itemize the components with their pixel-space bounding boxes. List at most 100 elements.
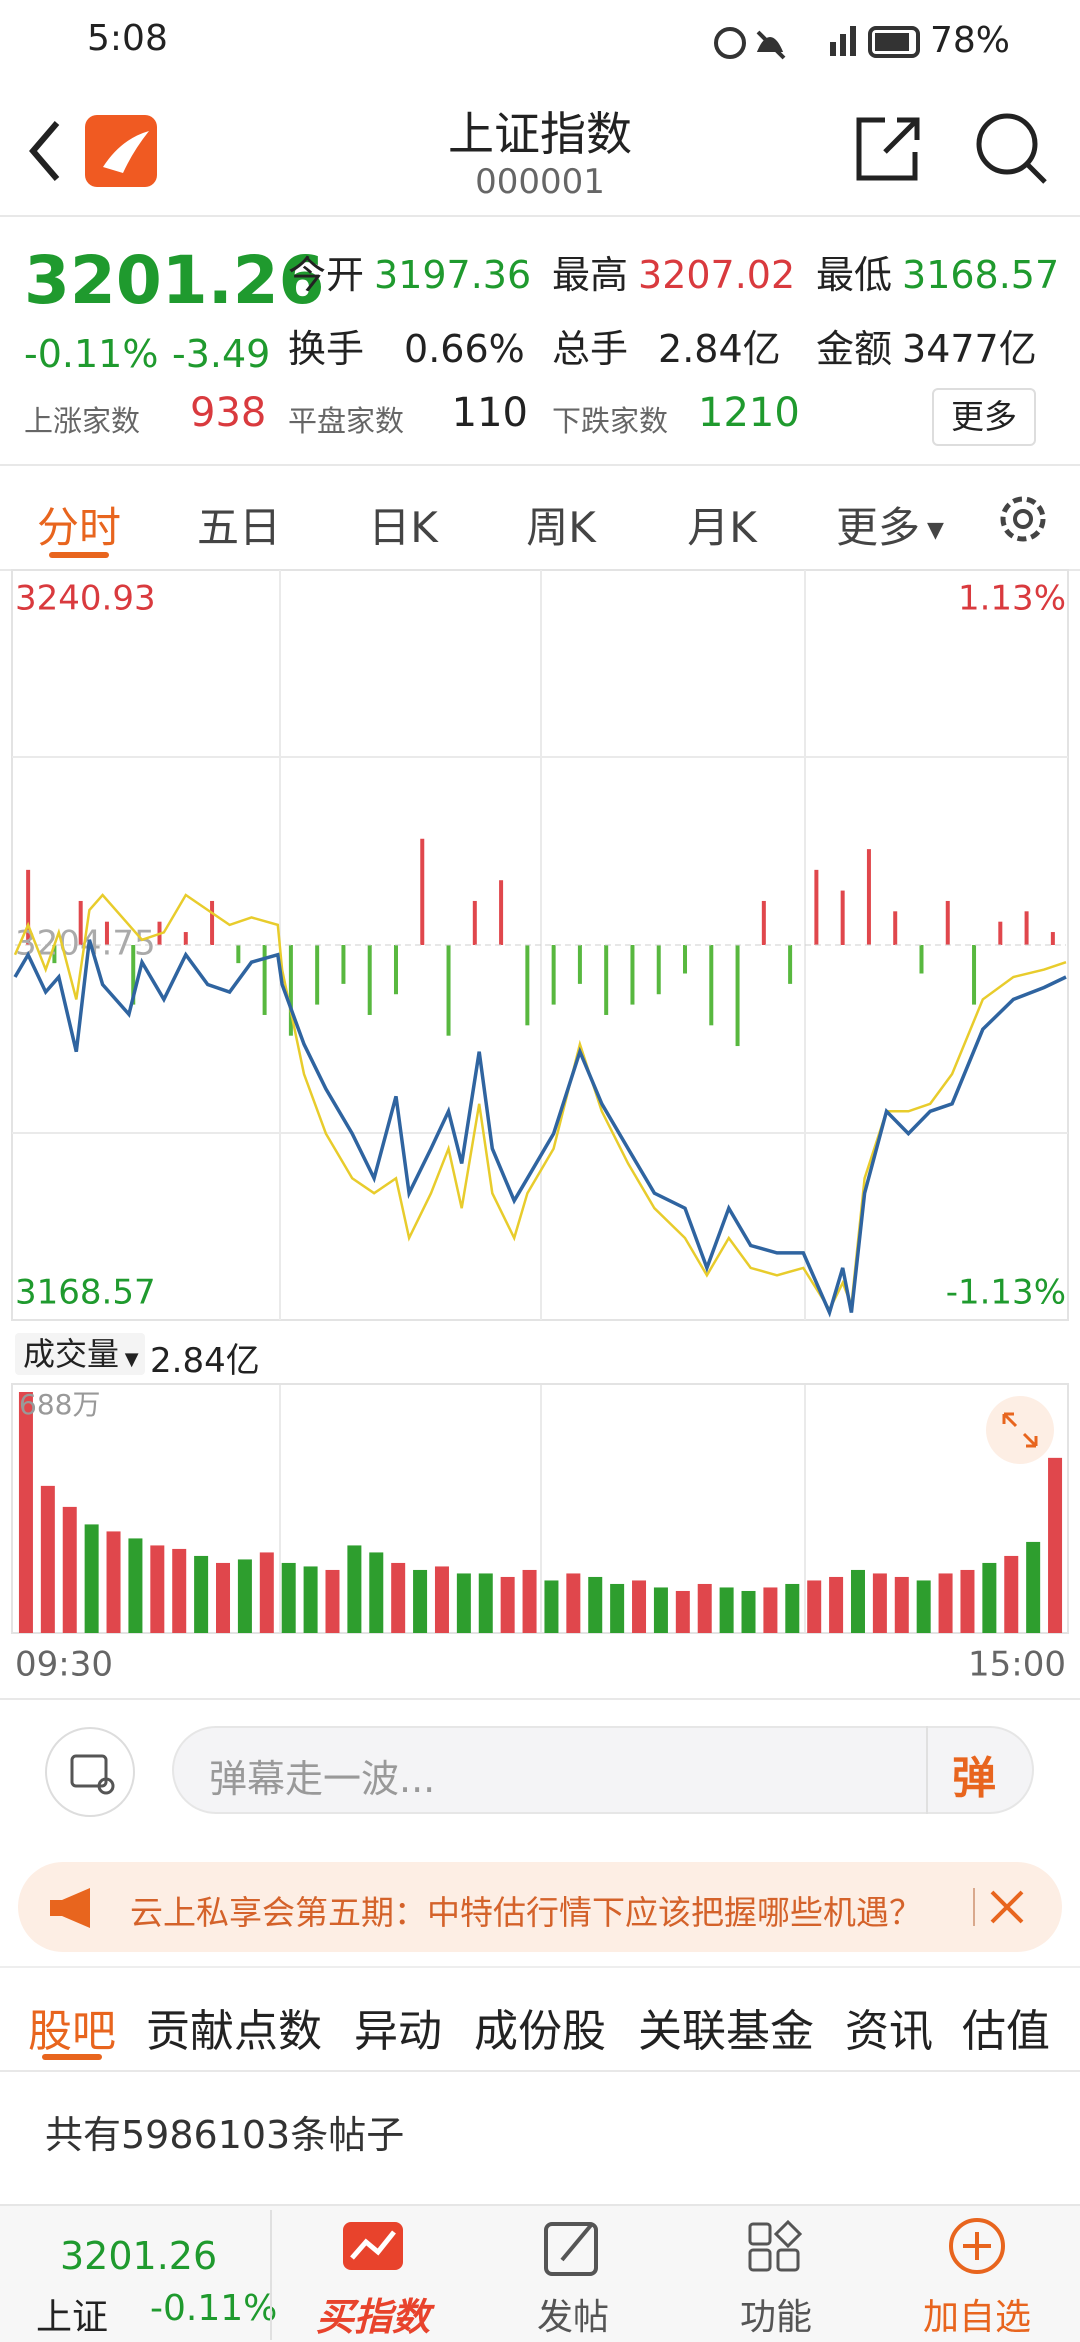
change-pct: -0.11% — [24, 332, 159, 376]
y-tick-label: 688万 — [19, 1388, 100, 1421]
volume-bar — [807, 1580, 822, 1633]
volume-selector[interactable]: 成交量 ▼ — [15, 1333, 145, 1375]
volume-bar — [303, 1566, 318, 1633]
separator — [926, 1726, 928, 1814]
volume-bar — [872, 1573, 887, 1633]
section-tab[interactable]: 贡献点数 — [146, 2006, 322, 2057]
volume-bar — [982, 1562, 997, 1633]
breadth-bar — [683, 945, 688, 974]
field-label: 今开 — [288, 253, 365, 297]
field-value: 0.66% — [404, 327, 525, 371]
tab-indicator — [49, 552, 109, 558]
tab[interactable]: 月K — [687, 503, 757, 552]
volume-bar — [1026, 1541, 1041, 1633]
danmaku-icon[interactable] — [44, 1726, 136, 1818]
status-time: 5:08 — [87, 18, 168, 59]
close-icon[interactable] — [972, 1884, 1032, 1930]
breadth-bar — [1024, 911, 1029, 945]
breadth-bar — [788, 945, 793, 984]
breadth-bar — [525, 945, 530, 1026]
breadth-bar — [972, 945, 977, 1005]
tab[interactable]: 更多 ▼ — [836, 503, 944, 552]
volume-bar — [697, 1583, 712, 1633]
breadth-bar — [840, 890, 845, 945]
x-tick-label: 15:00 — [968, 1645, 1066, 1685]
divider — [0, 2070, 1080, 2072]
danmaku-input[interactable] — [172, 1726, 1034, 1814]
breadth-bar — [26, 869, 31, 945]
divider — [0, 1698, 1080, 1700]
breadth-label: 上涨家数 — [24, 404, 141, 438]
volume-label: 成交量 — [23, 1335, 120, 1373]
banner[interactable] — [18, 1862, 1062, 1952]
volume-bar — [566, 1573, 581, 1633]
volume-bar — [938, 1573, 953, 1633]
breadth-bar — [367, 945, 372, 1015]
header-title: 上证指数 — [448, 107, 632, 161]
breadth-bar — [131, 945, 136, 1005]
tab[interactable]: 日K — [368, 503, 438, 552]
divider — [0, 464, 1080, 466]
volume-bar — [281, 1562, 296, 1633]
danmaku-button[interactable]: 弹 — [952, 1753, 996, 1804]
bottom-icons — [343, 2218, 1005, 2276]
volume-bar — [500, 1576, 515, 1633]
volume-bar — [741, 1590, 756, 1633]
header-actions — [856, 113, 1047, 184]
field: 最低 3168.57 — [816, 244, 1069, 299]
tab[interactable]: 五日 — [196, 503, 281, 552]
status-icons — [714, 26, 920, 60]
volume-bar — [850, 1569, 865, 1633]
section-tab[interactable]: 成份股 — [474, 2006, 606, 2057]
volume-bar — [18, 1392, 33, 1633]
back-icon[interactable] — [29, 121, 60, 181]
breadth-bar — [814, 869, 819, 945]
breadth-bar — [577, 945, 582, 984]
breadth-bar — [761, 900, 766, 945]
volume-bar — [237, 1559, 252, 1633]
volume-bar — [172, 1548, 187, 1633]
section-tab[interactable]: 异动 — [354, 2006, 442, 2057]
bottom-item[interactable]: 加自选 — [922, 2297, 1031, 2338]
section-tab[interactable]: 股吧 — [28, 2006, 116, 2057]
field-label: 换手 — [288, 327, 365, 371]
section-tab[interactable]: 估值 — [962, 2006, 1050, 2057]
settings-icon[interactable] — [994, 490, 1052, 548]
volume-bar — [763, 1587, 778, 1633]
breadth-bar — [735, 945, 740, 1047]
volume-bar — [150, 1545, 165, 1633]
search-icon[interactable] — [976, 113, 1038, 175]
breadth-bar — [78, 900, 83, 945]
bottom-item[interactable]: 发帖 — [536, 2297, 609, 2338]
expand-icon[interactable] — [1002, 1412, 1038, 1448]
bottom-name: 上证 — [36, 2297, 109, 2338]
breadth-bar — [315, 945, 320, 1005]
breadth-bar — [262, 945, 267, 1015]
bottom-price: 3201.26 — [60, 2234, 218, 2278]
breadth-bar — [551, 945, 556, 1005]
more-button[interactable]: 更多 — [932, 388, 1036, 446]
tab[interactable]: 周K — [526, 503, 596, 552]
volume-bar — [1004, 1555, 1019, 1633]
section-tab[interactable]: 关联基金 — [638, 2006, 814, 2057]
section-tab[interactable]: 资讯 — [845, 2006, 933, 2057]
breadth-bar — [236, 945, 241, 964]
field-label: 金额 — [816, 327, 893, 371]
field-label: 最高 — [552, 253, 629, 297]
post-count: 共有5986103条帖子 — [45, 2113, 405, 2157]
volume-bar — [829, 1576, 844, 1633]
field: 最高 3207.02 — [552, 244, 805, 299]
breadth-bar — [630, 945, 635, 1005]
header-code: 000001 — [475, 162, 605, 202]
bottom-item[interactable]: 买指数 — [315, 2295, 430, 2339]
volume-bar — [434, 1566, 449, 1633]
volume-bar — [106, 1531, 121, 1633]
volume-bar — [785, 1583, 800, 1633]
tab[interactable]: 分时 — [36, 503, 121, 552]
share-icon[interactable] — [856, 117, 920, 181]
volume-bar — [128, 1538, 143, 1633]
volume-bar — [216, 1562, 231, 1633]
bottom-item[interactable]: 功能 — [739, 2297, 812, 2338]
volume-bar — [259, 1552, 274, 1633]
divider — [0, 215, 1080, 217]
